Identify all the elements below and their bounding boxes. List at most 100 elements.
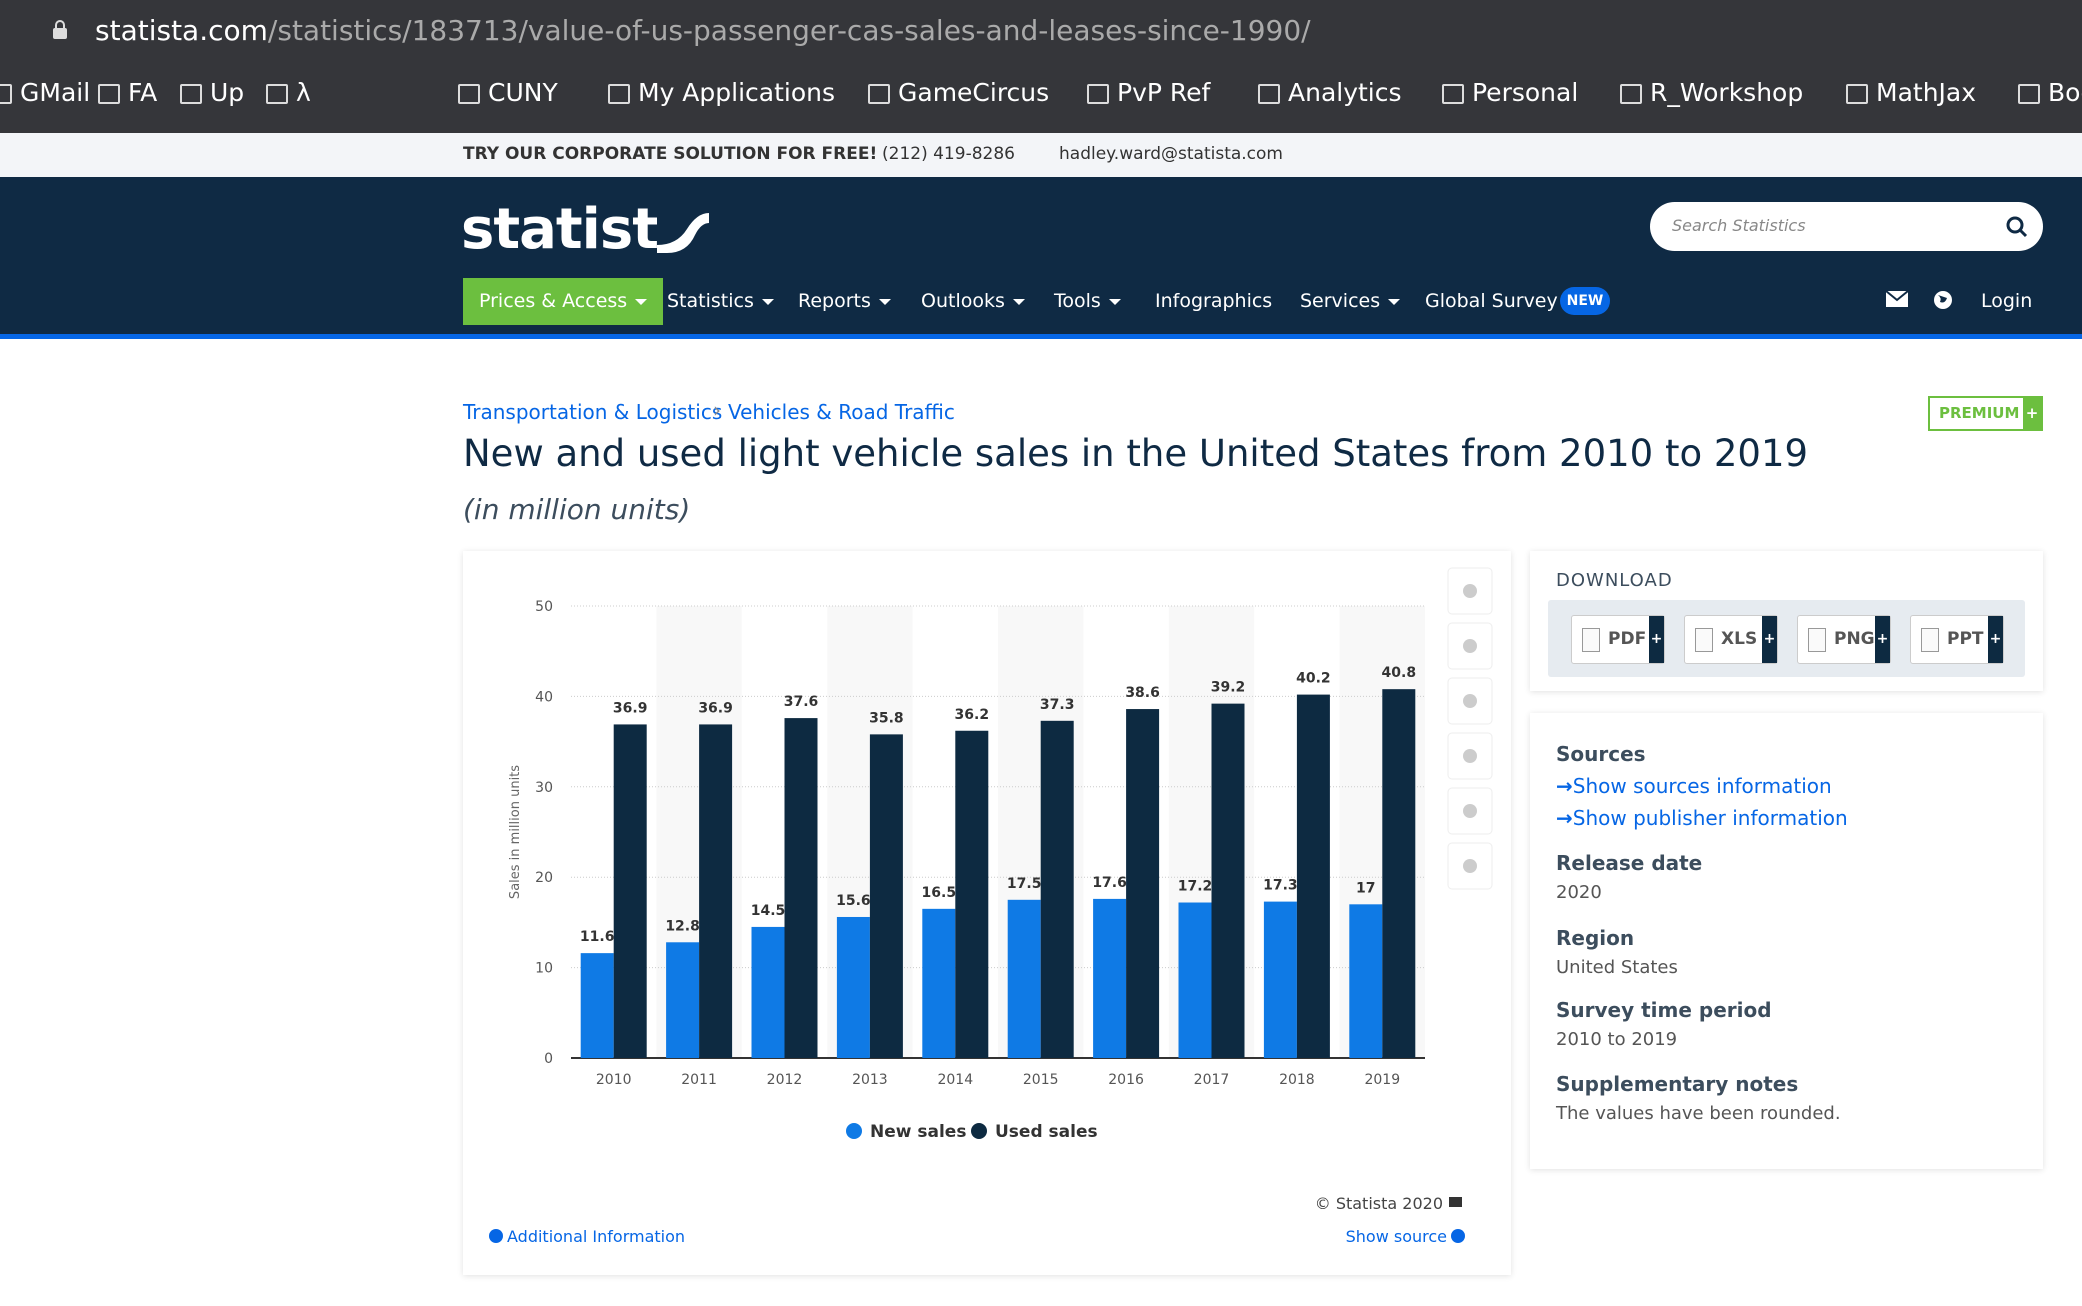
premium-text: PREMIUM [1939,404,2020,422]
x-tick-label: 2019 [1364,1072,1400,1088]
info-link[interactable]: Show publisher information [1556,806,1848,830]
tool-icon [1463,859,1477,873]
info-value: United States [1556,957,1678,978]
data-label: 17.3 [1263,878,1298,894]
bookmark[interactable]: R_Workshop [1650,78,1804,107]
nav-item[interactable]: Services [1300,278,1400,324]
show-source[interactable]: Show source [1346,1227,1447,1246]
download-button[interactable]: PDF [1571,615,1665,664]
tool-icon [1463,639,1477,653]
bookmark[interactable]: CUNY [488,78,558,107]
bookmark-icon [1087,84,1109,104]
data-label: 16.5 [922,885,957,901]
bookmark[interactable]: GameCircus [898,78,1050,107]
chart-card: 0 10 20 30 40 50 Sales in million units 2010 11.… [463,551,1511,1275]
logo-mark [657,205,709,253]
logo[interactable]: statista [461,197,696,262]
nav-item[interactable]: Global Survey [1425,290,1558,312]
search-box[interactable]: Search Statistics [1650,202,2043,251]
info-label: Supplementary notes [1556,1072,1799,1096]
tool-icon [1463,694,1477,708]
breadcrumb[interactable]: Transportation & Logistics [463,400,723,424]
nav-item[interactable]: Statistics [667,278,774,324]
bar [699,724,733,1058]
bookmark[interactable]: MathJax [1876,78,1977,107]
bar [955,730,989,1058]
bar [922,908,956,1058]
data-label: 17.5 [1007,876,1042,892]
data-label: 15.6 [836,893,871,909]
bookmark[interactable]: λ [296,78,311,107]
promo-text[interactable]: TRY OUR CORPORATE SOLUTION FOR FREE! [463,144,878,164]
login[interactable]: Login [1981,290,2033,312]
legend-marker [971,1123,987,1139]
bar [1211,703,1245,1058]
mail-icon[interactable] [1886,291,1908,309]
bookmark[interactable]: My Applications [638,78,836,107]
download-button[interactable]: PNG [1797,615,1891,664]
bookmark[interactable]: FA [128,78,158,107]
breadcrumb[interactable]: Vehicles & Road Traffic [728,400,955,424]
data-label: 40.8 [1382,665,1417,681]
site-header: statista Search Statistics NEW Login Pri… [0,177,2082,339]
data-label: 38.6 [1125,685,1160,701]
info-icon [1451,1229,1465,1243]
nav-item[interactable]: Outlooks [921,278,1025,324]
url-path: /statistics/183713/value-of-us-passenger… [267,14,1311,47]
bar [1263,901,1297,1058]
nav-item[interactable]: Tools [1054,278,1121,324]
download-card: DOWNLOAD PDF XLS PNG PPT [1530,551,2043,691]
bookmark[interactable]: Up [210,78,245,107]
y-tick-label: 40 [535,689,553,705]
data-label: 17.6 [1092,875,1127,891]
legend-label[interactable]: New sales [870,1122,966,1142]
premium-badge[interactable]: PREMIUM + [1928,396,2043,431]
bar [1296,694,1330,1058]
info-card: Sources Show sources information Show pub… [1530,713,2043,1169]
lock-icon [53,20,67,39]
bookmark[interactable]: Analytics [1288,78,1402,107]
download-button[interactable]: XLS [1684,615,1778,664]
additional-info[interactable]: Additional Information [507,1227,685,1246]
flag-icon [1449,1197,1462,1207]
data-label: 40.2 [1296,671,1331,687]
data-label: 37.6 [784,694,819,710]
bookmark-icon [1258,84,1280,104]
info-heading: Sources [1556,742,1646,766]
x-tick-label: 2010 [596,1072,632,1088]
data-label: 39.2 [1211,680,1246,696]
info-value: The values have been rounded. [1556,1103,1841,1124]
data-label: 35.8 [869,710,904,726]
bookmark[interactable]: Boo [2048,78,2082,107]
promo-email[interactable]: hadley.ward@statista.com [1059,144,1283,164]
promo-strip: TRY OUR CORPORATE SOLUTION FOR FREE! (21… [0,133,2082,177]
url[interactable]: statista.com/statistics/183713/value-of-… [95,14,1311,47]
page-title: New and used light vehicle sales in the … [463,432,1809,475]
info-icon [489,1229,503,1243]
bookmark[interactable]: GMail [20,78,91,107]
breadcrumb-separator: › [713,398,721,422]
bookmark-icon [98,84,120,104]
info-link[interactable]: Show sources information [1556,774,1832,798]
y-tick-label: 50 [535,599,553,615]
nav-item[interactable]: Reports [798,278,891,324]
globe-icon[interactable] [1933,290,1953,310]
nav-item[interactable]: Infographics [1155,290,1273,312]
bookmark[interactable]: Personal [1472,78,1579,107]
bookmark-icon [458,84,480,104]
bookmark-icon [0,84,12,104]
data-label: 36.2 [955,707,990,723]
y-tick-label: 30 [535,780,553,796]
x-tick-label: 2014 [937,1072,973,1088]
y-tick-label: 10 [535,961,553,977]
x-tick-label: 2018 [1279,1072,1315,1088]
nav-item[interactable]: Prices & Access [463,278,664,325]
bookmark-icon [1442,84,1464,104]
download-button[interactable]: PPT [1910,615,2004,664]
url-host: statista.com [95,14,268,47]
legend-label[interactable]: Used sales [995,1122,1098,1142]
bookmark[interactable]: PvP Ref [1117,78,1211,107]
chart: 0 10 20 30 40 50 Sales in million units 2010 11.… [489,567,1493,1246]
bar [836,916,870,1058]
promo-phone[interactable]: (212) 419-8286 [882,144,1015,164]
